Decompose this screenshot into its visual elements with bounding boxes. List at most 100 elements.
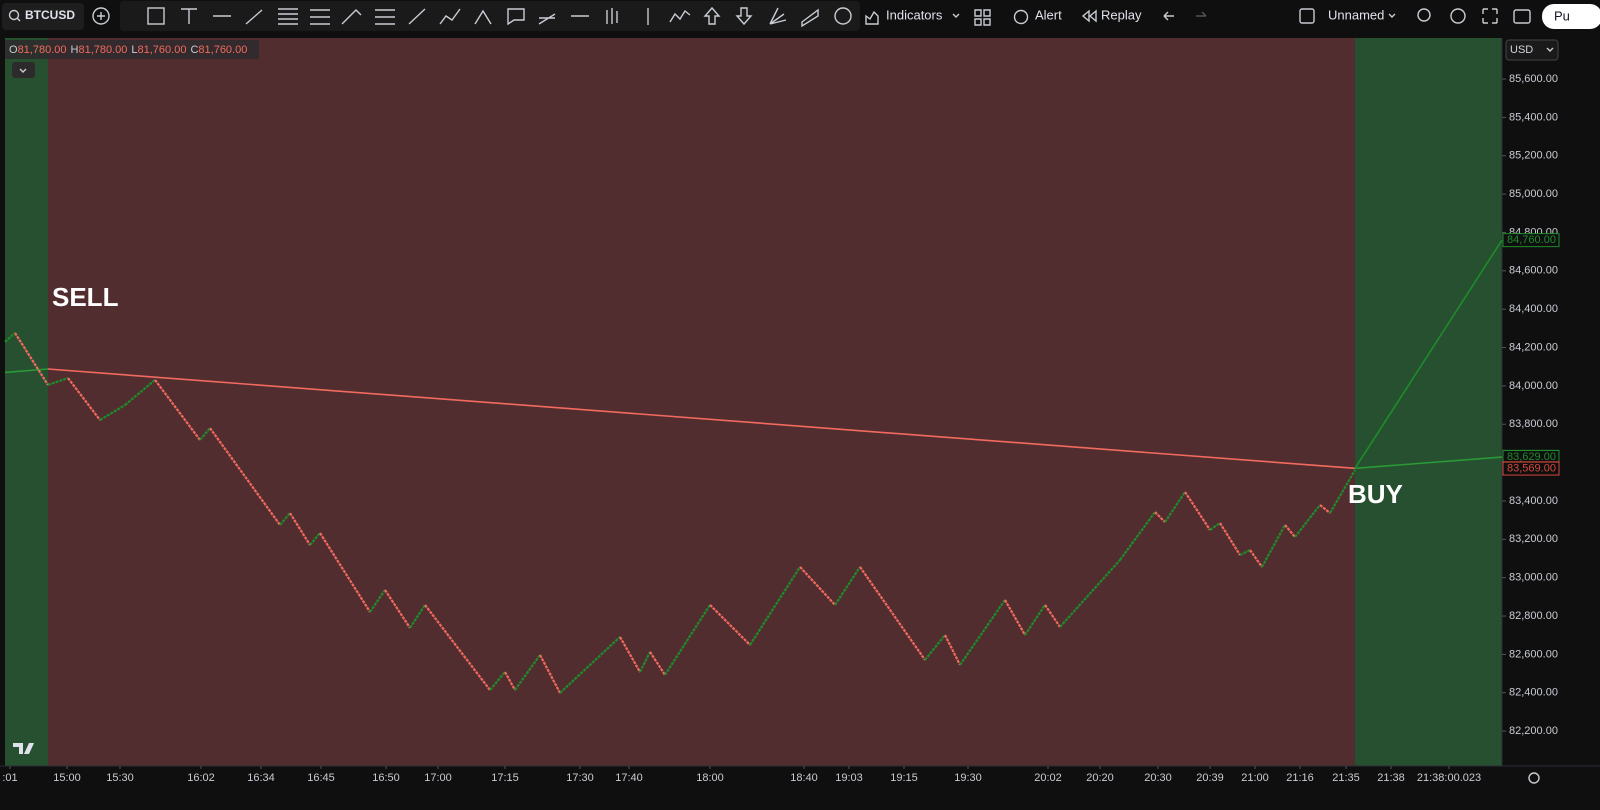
price-leg <box>289 512 311 546</box>
tool-bars[interactable] <box>606 8 618 24</box>
x-tick-label: 17:15 <box>491 772 519 784</box>
price-leg <box>944 634 961 666</box>
price-leg <box>199 427 211 441</box>
y-tick-label: 83,000.00 <box>1509 572 1558 584</box>
collapse-button[interactable] <box>12 62 35 78</box>
trend-line <box>1354 239 1503 469</box>
tool-channel[interactable] <box>310 9 330 25</box>
tool-forecast[interactable] <box>538 13 556 25</box>
tool-levels[interactable] <box>375 9 395 25</box>
y-tick-label: 85,200.00 <box>1509 150 1558 162</box>
x-tick-label: 19:15 <box>890 772 918 784</box>
tool-hide[interactable] <box>834 7 852 25</box>
x-tick-label: 20:39 <box>1196 772 1224 784</box>
symbol-box[interactable] <box>2 3 84 30</box>
price-leg <box>649 651 666 676</box>
currency[interactable]: USD <box>1510 44 1533 56</box>
x-tick-label: 21:38:00.023 <box>1417 772 1481 784</box>
tool-brush[interactable] <box>341 9 362 25</box>
price-leg <box>1024 604 1046 636</box>
layout-name[interactable]: Unnamed <box>1328 7 1384 22</box>
x-tick-label: 16:34 <box>247 772 275 784</box>
x-tick-label: 16:45 <box>307 772 335 784</box>
tool-pattern[interactable] <box>669 9 691 23</box>
tool-trend[interactable] <box>245 9 263 25</box>
l-label: L <box>131 44 137 56</box>
add-symbol[interactable] <box>92 7 110 25</box>
price-leg <box>539 654 561 694</box>
x-tick-label: 20:02 <box>1034 772 1062 784</box>
undo[interactable] <box>1163 11 1174 21</box>
zone <box>1355 38 1502 766</box>
publish-label[interactable]: Pu <box>1554 8 1570 23</box>
price-leg <box>1329 469 1356 514</box>
zone <box>48 38 1355 766</box>
x-tick-label: 21:00 <box>1241 772 1269 784</box>
tool-up[interactable] <box>703 6 721 25</box>
layouts-icon[interactable] <box>974 9 991 26</box>
tool-rect[interactable] <box>147 7 165 25</box>
y-tick-label: 84,000.00 <box>1509 380 1558 392</box>
tool-down[interactable] <box>735 7 753 26</box>
price-leg <box>1044 604 1061 628</box>
price-label-text: 84,760.00 <box>1507 234 1556 246</box>
x-tick-label: 17:40 <box>615 772 643 784</box>
dropdown[interactable] <box>952 13 960 18</box>
axis-settings[interactable] <box>1528 772 1540 784</box>
tool-gann[interactable] <box>769 7 787 25</box>
x-tick-label: 18:40 <box>790 772 818 784</box>
search-icon <box>8 9 20 21</box>
price-leg <box>709 604 751 646</box>
h-label: H <box>71 44 79 56</box>
dropdown[interactable] <box>1388 13 1396 18</box>
fullscreen[interactable] <box>1482 8 1498 24</box>
price-leg <box>664 604 711 676</box>
publish-button[interactable] <box>1542 4 1600 29</box>
y-tick-label: 83,400.00 <box>1509 495 1558 507</box>
tool-angle[interactable] <box>474 9 492 25</box>
alert-icon <box>1013 9 1029 25</box>
price-leg <box>1239 549 1251 557</box>
price-leg <box>1219 522 1241 556</box>
price-axis <box>1502 38 1600 766</box>
tool-path[interactable] <box>439 8 461 25</box>
y-tick-label: 82,600.00 <box>1509 648 1558 660</box>
drawing-tools <box>120 1 860 31</box>
symbol[interactable]: BTCUSD <box>25 8 75 22</box>
layout-checkbox[interactable] <box>1299 8 1315 24</box>
x-tick-label: 19:03 <box>835 772 863 784</box>
price-leg <box>1294 504 1321 538</box>
currency-box[interactable] <box>1505 39 1559 61</box>
o-label: O <box>9 44 18 56</box>
toolbar: BTCUSD Indic <box>2 1 1600 31</box>
price-label: 84,760.00 <box>1502 233 1560 248</box>
price-leg <box>384 589 411 629</box>
x-tick-label: 17:00 <box>424 772 452 784</box>
snapshot[interactable] <box>1513 9 1531 24</box>
x-tick-label: 15:30 <box>106 772 134 784</box>
price-leg <box>749 566 801 646</box>
y-tick-label: 82,200.00 <box>1509 725 1558 737</box>
trend-line <box>47 368 1356 470</box>
replay-button[interactable]: Replay <box>1101 7 1142 22</box>
price-label-box <box>1502 233 1560 248</box>
price-leg <box>1119 511 1156 561</box>
redo[interactable] <box>1196 11 1207 17</box>
quick-search[interactable] <box>1417 8 1431 22</box>
alert-button[interactable]: Alert <box>1035 7 1062 22</box>
tool-range[interactable] <box>801 8 819 28</box>
indicators-button[interactable]: Indicators <box>886 7 943 22</box>
settings[interactable] <box>1450 8 1466 24</box>
tool-note[interactable] <box>507 8 525 26</box>
search-icon <box>16 17 21 22</box>
price-leg <box>1209 522 1221 531</box>
tool-ray[interactable] <box>408 8 426 25</box>
tool-text[interactable] <box>181 8 197 24</box>
price-leg <box>409 604 426 629</box>
x-tick-label: 21:35 <box>1332 772 1360 784</box>
tool-fib[interactable] <box>278 8 298 25</box>
price-label-text: 83,569.00 <box>1507 462 1556 474</box>
price-leg <box>514 654 541 691</box>
